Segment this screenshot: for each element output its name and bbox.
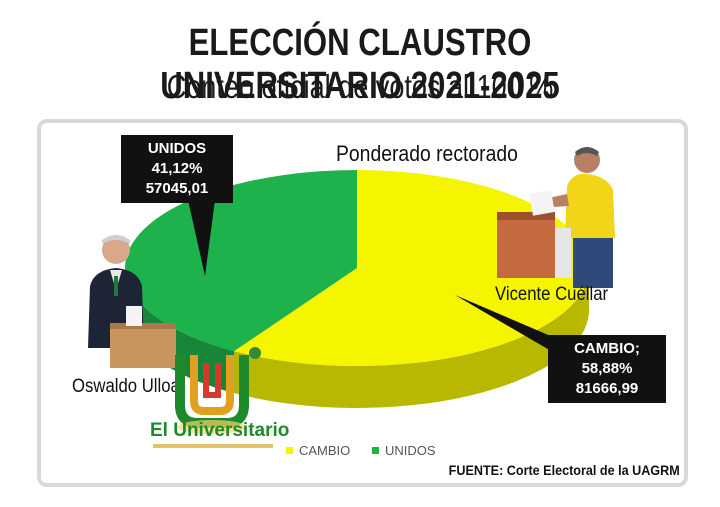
candidate-right-photo <box>497 147 615 288</box>
pie-slice-unidos <box>125 170 358 352</box>
cambio-callout-name: CAMBIO; <box>574 340 640 357</box>
cambio-callout-percent: 58,88% <box>581 360 633 377</box>
legend-item-unidos: UNIDOS <box>372 443 436 458</box>
legend-label-unidos: UNIDOS <box>385 443 436 458</box>
page-subtitle: Conteo oficial de votos al 100 % <box>166 68 554 105</box>
el-universitario-logo <box>175 347 261 434</box>
legend-swatch-cambio <box>286 447 293 454</box>
unidos-callout-percent: 41,12% <box>151 160 203 177</box>
chart-title: Ponderado rectorado <box>336 141 518 166</box>
unidos-callout-value: 57045,01 <box>145 180 209 197</box>
legend-swatch-unidos <box>372 447 379 454</box>
legend-label-cambio: CAMBIO <box>299 443 351 458</box>
cambio-callout-value: 81666,99 <box>575 380 639 397</box>
cambio-callout: CAMBIO; 58,88% 81666,99 <box>548 335 666 403</box>
page-title: ELECCIÓN CLAUSTRO UNIVERSITARIO 2021-202… <box>160 22 560 107</box>
logo-text: El Universitario <box>150 420 290 441</box>
cambio-pointer <box>455 295 560 355</box>
unidos-pointer <box>188 200 215 276</box>
unidos-callout: UNIDOS 41,12% 57045,01 <box>121 135 233 203</box>
candidate-right-name: Vicente Cuéllar <box>495 284 609 305</box>
candidate-left-photo <box>88 235 176 368</box>
source-note: FUENTE: Corte Electoral de la UAGRM <box>448 462 680 478</box>
pie-side-cambio <box>234 268 589 408</box>
pie-side-unidos <box>125 268 235 394</box>
logo-underline <box>153 444 273 448</box>
legend-item-cambio: CAMBIO <box>286 443 350 458</box>
candidate-left-name: Oswaldo Ulloa <box>72 376 180 397</box>
unidos-callout-name: UNIDOS <box>147 140 207 157</box>
